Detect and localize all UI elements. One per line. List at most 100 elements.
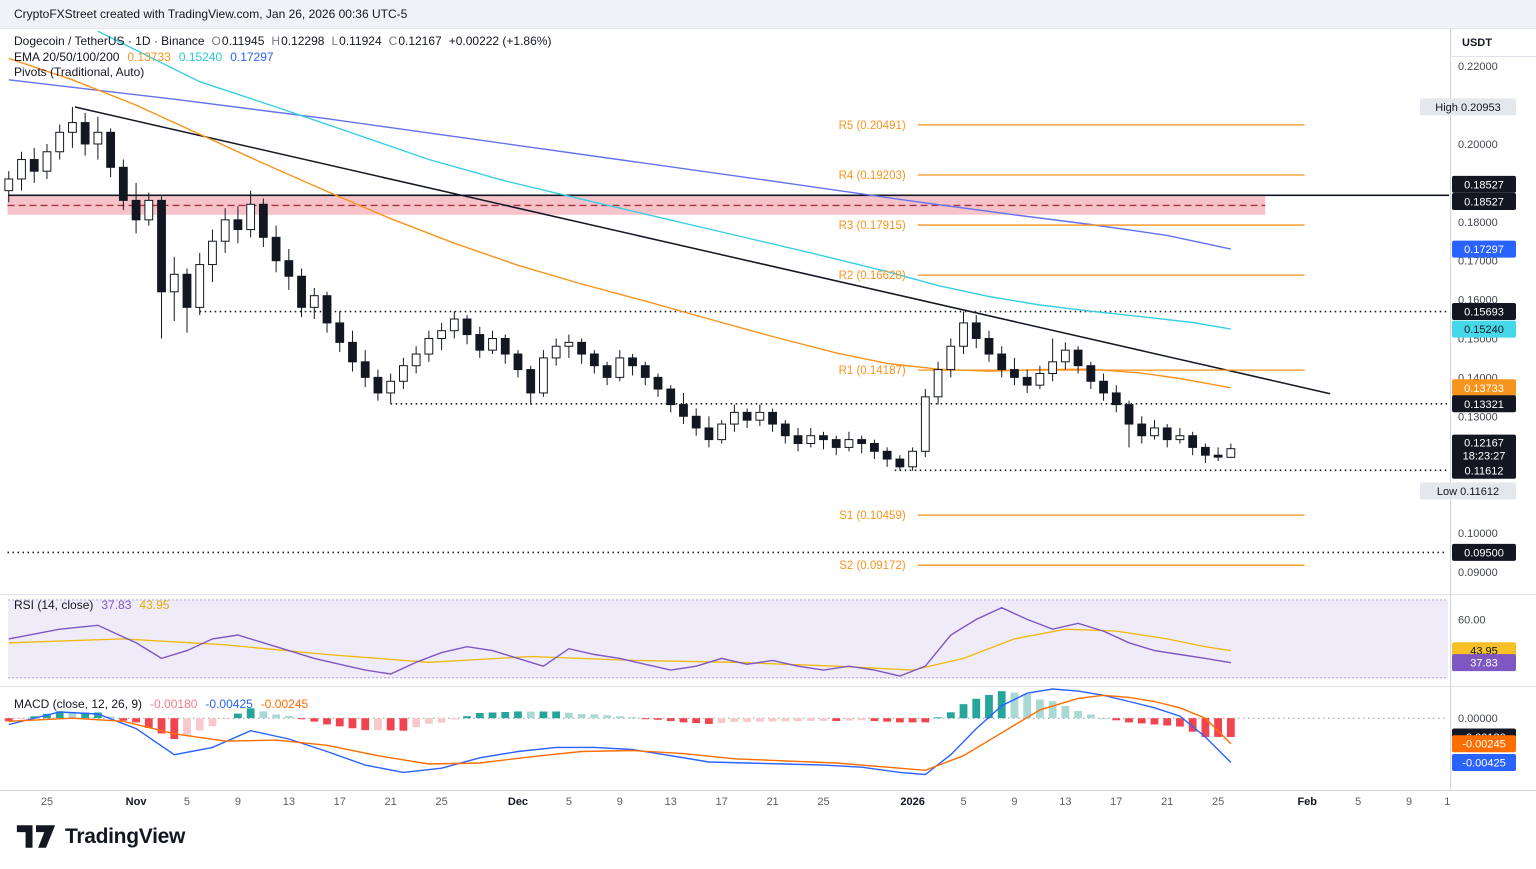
macd-histogram-bar: [590, 714, 599, 719]
candle-body: [551, 345, 561, 359]
rsi-line[interactable]: [8, 606, 1232, 677]
macd-histogram-bar: [679, 718, 688, 723]
macd-histogram-bar: [361, 718, 370, 731]
time-label: 17: [1110, 796, 1122, 808]
macd-histogram-bar: [870, 718, 879, 721]
candle-body: [1137, 423, 1147, 437]
ema50-line[interactable]: [8, 57, 1232, 389]
candle-body: [882, 450, 892, 460]
rsi-title: RSI (14, close): [14, 598, 94, 612]
macd-histogram-bar: [526, 711, 535, 719]
candle-body: [959, 322, 968, 347]
ema-value-3: 0.17297: [230, 50, 274, 64]
candle-body: [399, 365, 408, 382]
high-label: H: [271, 34, 281, 48]
candle-body: [806, 435, 816, 445]
axis-badge-text: -0.00425: [1462, 757, 1505, 769]
macd-histogram-bar: [119, 718, 128, 721]
macd-histogram-bar: [781, 718, 790, 722]
price-axis[interactable]: USDT0.220000.200000.180000.170000.160000…: [1420, 37, 1516, 771]
ema100-line[interactable]: [97, 30, 1232, 330]
macd-histogram-bar: [615, 716, 624, 719]
pivot-label: S2 (0.09172): [839, 560, 906, 572]
candle-body: [602, 365, 612, 378]
candle-body: [118, 166, 128, 201]
macd-histogram-bar: [921, 718, 930, 723]
macd-hist-value: -0.00180: [150, 697, 198, 711]
macd-signal-line[interactable]: [8, 694, 1232, 772]
candle-body: [946, 345, 956, 371]
candle-body: [1073, 349, 1083, 367]
axis-badge-text: 0.13321: [1464, 399, 1504, 411]
macd-histogram-bar: [81, 712, 90, 719]
ema-title: EMA 20/50/100/200: [14, 50, 120, 64]
low-label: L: [331, 34, 339, 48]
macd-histogram-bar: [68, 712, 77, 719]
candle-body: [309, 295, 319, 308]
macd-histogram-bar: [323, 718, 331, 725]
candlestick-series[interactable]: [4, 106, 1236, 471]
candle-body: [1175, 435, 1185, 441]
macd-histogram-bar: [552, 711, 561, 719]
candle-body: [577, 341, 587, 355]
macd-histogram-bar: [806, 718, 815, 721]
candle-body: [246, 203, 256, 231]
price-tick-label: 0.10000: [1458, 528, 1498, 540]
symbol-legend[interactable]: Dogecoin / TetherUS · 1D · Binance O 0.11…: [14, 34, 551, 48]
macd-histogram-bar: [488, 712, 497, 719]
ema200-line[interactable]: [8, 79, 1232, 250]
ema-legend[interactable]: EMA 20/50/100/200 0.13733 0.15240 0.1729…: [14, 50, 274, 64]
time-label: 25: [435, 796, 447, 808]
pivot-lines: R5 (0.20491) R4 (0.19203) R3 (0.17915) R2 (…: [839, 120, 1305, 572]
pivot-label: R3 (0.17915): [839, 220, 906, 232]
rsi-pane[interactable]: [8, 599, 1448, 679]
tradingview-logo[interactable]: TradingView: [16, 824, 185, 849]
macd-histogram-bar: [450, 718, 459, 720]
macd-histogram-bar: [221, 718, 230, 720]
candle-body: [437, 330, 446, 339]
pivots-legend[interactable]: Pivots (Traditional, Auto): [14, 65, 144, 79]
candle-body: [220, 219, 230, 242]
macd-line[interactable]: [8, 688, 1232, 776]
axis-badge-text: 0.12167: [1464, 438, 1504, 450]
candle-body: [870, 443, 879, 452]
candle-body: [1086, 365, 1096, 382]
price-pane[interactable]: [7, 30, 1449, 554]
change-value: +0.00222 (+1.86%): [448, 34, 552, 48]
candle-body: [233, 219, 243, 231]
macd-histogram-bar: [348, 718, 357, 729]
time-axis[interactable]: 25 Nov 5 9 13 17 21 25 Dec 5 9 13 17 21 25 2026 5 9 13 17 21…: [41, 796, 1450, 808]
candle-body: [258, 203, 268, 238]
chart-canvas[interactable]: R5 (0.20491) R4 (0.19203) R3 (0.17915) R2 (…: [0, 0, 1536, 812]
macd-histogram-bar: [1010, 692, 1019, 719]
time-label: 17: [716, 796, 728, 808]
candle-body: [169, 273, 179, 293]
pivots-title: Pivots (Traditional, Auto): [14, 65, 145, 79]
candle-body: [271, 236, 281, 262]
time-label: 9: [1406, 796, 1412, 808]
macd-histogram-bar: [819, 718, 828, 721]
candle-body: [475, 334, 485, 351]
candle-body: [526, 369, 536, 394]
candle-body: [691, 415, 701, 429]
descending-trendline[interactable]: [74, 106, 1331, 395]
candle-body: [1010, 369, 1019, 378]
candle-body: [908, 450, 918, 468]
macd-histogram-bar: [908, 718, 917, 723]
time-label: 13: [1059, 796, 1071, 808]
rsi-legend[interactable]: RSI (14, close) 37.83 43.95: [14, 598, 169, 612]
candle-body: [1200, 446, 1210, 456]
macd-histogram-bar: [514, 711, 522, 719]
attribution-bar: CryptoFXStreet created with TradingView.…: [0, 0, 1536, 29]
time-label: 5: [1355, 796, 1361, 808]
candle-body: [666, 388, 676, 406]
macd-legend[interactable]: MACD (close, 12, 26, 9) -0.00180 -0.0042…: [14, 697, 308, 711]
macd-pane[interactable]: [4, 688, 1447, 776]
candle-body: [1048, 361, 1058, 374]
macd-histogram-bar: [424, 718, 433, 724]
macd-histogram-bar: [399, 718, 408, 731]
pivot-label: R2 (0.16628): [839, 270, 906, 282]
candle-body: [80, 122, 90, 145]
axis-badge: [1420, 482, 1516, 500]
macd-histogram-bar: [1214, 718, 1223, 737]
